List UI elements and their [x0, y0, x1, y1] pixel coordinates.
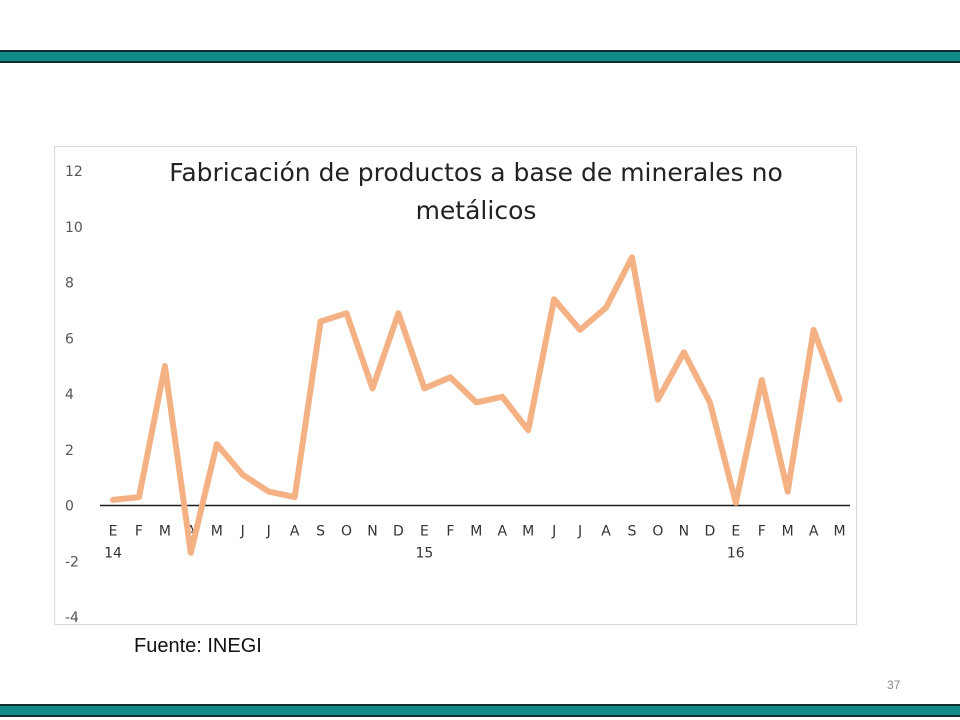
- x-tick-label: M: [470, 524, 482, 540]
- x-tick-label: M: [211, 524, 223, 540]
- year-label: 15: [415, 546, 433, 562]
- x-tick-label: F: [135, 524, 143, 540]
- x-tick-label: N: [679, 524, 689, 540]
- x-tick-label: J: [577, 524, 582, 540]
- x-tick-label: J: [240, 524, 245, 540]
- y-tick-label: 8: [65, 276, 74, 292]
- chart-area: Fabricación de productos a base de miner…: [54, 146, 857, 626]
- x-tick-label: J: [551, 524, 556, 540]
- x-tick-label: F: [446, 524, 454, 540]
- x-tick-label: O: [652, 524, 663, 540]
- series-line: [110, 254, 843, 556]
- x-tick-label: E: [731, 524, 740, 540]
- x-tick-label: S: [628, 524, 637, 540]
- y-tick-label: 4: [65, 387, 74, 403]
- page-number: 37: [887, 678, 901, 692]
- x-tick-label: D: [704, 524, 715, 540]
- x-tick-label: F: [758, 524, 766, 540]
- x-tick-label: A: [601, 524, 611, 540]
- source-note: Fuente: INEGI: [134, 635, 262, 657]
- x-tick-label: D: [393, 524, 404, 540]
- y-tick-label: 6: [65, 331, 74, 347]
- y-tick-label: 10: [65, 220, 83, 236]
- x-tick-label: A: [809, 524, 819, 540]
- top-band: [0, 50, 960, 63]
- line-chart: Fabricación de productos a base de miner…: [65, 158, 850, 626]
- x-tick-label: E: [109, 524, 118, 540]
- x-tick-label: S: [316, 524, 325, 540]
- year-label: 14: [104, 546, 122, 562]
- x-tick-label: N: [367, 524, 377, 540]
- y-tick-label: 0: [65, 499, 74, 515]
- chart-title-line: metálicos: [416, 196, 537, 225]
- year-label: 16: [727, 546, 745, 562]
- x-tick-label: E: [420, 524, 429, 540]
- y-tick-label: -2: [65, 554, 79, 570]
- bottom-band: [0, 704, 960, 717]
- y-tick-label: 2: [65, 443, 74, 459]
- x-tick-label: J: [266, 524, 271, 540]
- x-tick-label: A: [497, 524, 507, 540]
- chart-title-line: Fabricación de productos a base de miner…: [169, 158, 783, 187]
- x-tick-label: M: [522, 524, 534, 540]
- x-tick-label: M: [834, 524, 846, 540]
- x-tick-label: M: [159, 524, 171, 540]
- x-tick-label: A: [290, 524, 300, 540]
- x-tick-label: O: [341, 524, 352, 540]
- y-tick-label: 12: [65, 164, 83, 180]
- x-tick-label: A: [186, 524, 196, 540]
- y-tick-label: -4: [65, 610, 79, 626]
- x-tick-label: M: [782, 524, 794, 540]
